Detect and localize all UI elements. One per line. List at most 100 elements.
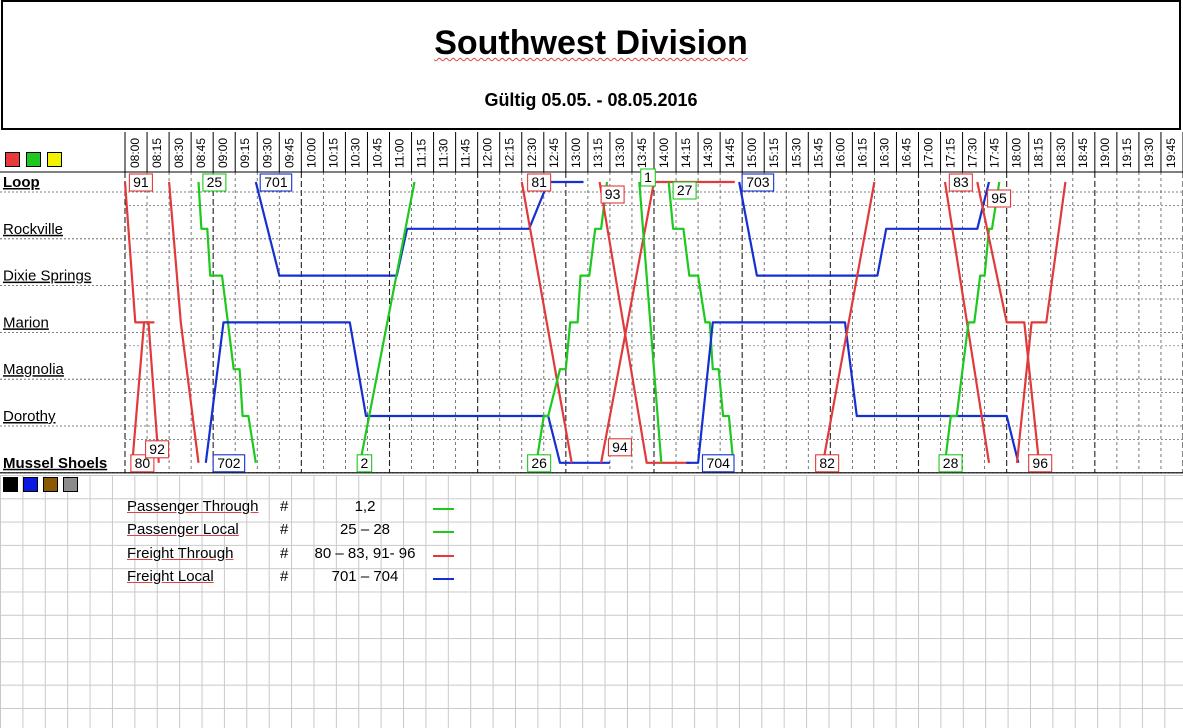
station-label: Dorothy [3,408,56,425]
train-line-96 [1015,181,1067,463]
train-line-2 [359,181,416,464]
train-label-702: 702 [212,454,246,473]
legend-label: Passenger Local [127,521,239,539]
station-label: Magnolia [3,361,65,378]
station-label: Loop [3,174,40,191]
train-line-82 [821,181,876,463]
legend-numbers: 25 – 28 [339,521,391,539]
train-label-box [938,454,963,473]
train-label-text: 701 [264,174,288,190]
train-label-box [701,454,735,473]
train-label-92: 92 [145,440,170,459]
train-label-box [130,454,155,473]
x-tick-label: 18:15 [1032,138,1046,168]
title-box: Southwest Division Gültig 05.05. - 08.05… [1,0,1181,130]
train-line-93 [598,181,691,464]
train-label-text: 27 [677,182,693,198]
train-label-box [607,438,632,457]
train-label-text: 2 [361,455,369,471]
train-label-95: 95 [987,189,1012,208]
train-label-text: 81 [531,174,547,190]
train-line-704 [686,321,1020,464]
legend-hash: # [280,544,289,562]
x-tick-label: 10:30 [348,138,362,168]
train-label-text: 96 [1032,455,1048,471]
train-label-93: 93 [600,185,625,204]
x-tick-label: 17:45 [988,138,1002,168]
page-title: Southwest Division [3,24,1179,63]
x-tick-label: 19:45 [1164,138,1178,168]
x-tick-label: 10:00 [304,138,318,168]
train-label-text: 92 [149,441,165,457]
legend-line [433,577,454,580]
train-label-box [987,189,1012,208]
color-swatch [3,477,18,492]
x-tick-label: 15:15 [767,138,781,168]
x-tick-label: 08:15 [150,138,164,168]
train-line-81 [520,181,573,463]
train-label-text: 91 [133,174,149,190]
legend-numbers: 80 – 83, 91- 96 [314,544,416,562]
x-tick-label: 08:00 [128,138,142,168]
color-swatch [43,477,58,492]
train-label-25: 25 [202,173,227,192]
x-tick-label: 17:15 [944,138,958,168]
train-label-94: 94 [607,438,632,457]
train-line-702 [204,321,610,464]
x-tick-label: 13:30 [613,138,627,168]
color-swatch [26,152,41,167]
legend-label: Freight Local [127,567,214,585]
train-label-box [948,173,973,192]
title-text: Southwest Division [434,24,748,62]
x-tick-label: 09:15 [238,138,252,168]
train-label-83: 83 [948,173,973,192]
train-label-703: 703 [741,173,775,192]
x-tick-label: 10:15 [326,138,340,168]
train-line-703 [738,181,991,277]
x-tick-label: 11:30 [437,139,451,168]
x-tick-label: 16:15 [855,138,869,168]
train-label-91: 91 [128,173,153,192]
train-label-box [527,454,552,473]
train-label-text: 80 [135,455,151,471]
train-label-box [640,168,656,187]
train-line-701 [254,180,584,277]
train-label-96: 96 [1028,454,1053,473]
x-tick-label: 15:30 [789,138,803,168]
x-tick-label: 14:15 [679,138,693,168]
train-label-box [1028,454,1053,473]
train-label-704: 704 [701,454,735,473]
train-label-box [741,173,775,192]
x-tick-label: 18:00 [1010,138,1024,168]
x-tick-label: 15:00 [745,138,759,168]
x-tick-label: 13:00 [569,138,583,168]
train-line-83 [943,181,991,463]
page-subtitle: Gültig 05.05. - 08.05.2016 [484,90,698,110]
train-label-box [145,440,170,459]
train-line-95 [976,181,1041,463]
x-tick-label: 18:30 [1054,138,1068,168]
train-label-box [212,454,246,473]
color-swatch [47,152,62,167]
x-tick-label: 11:45 [459,139,473,168]
train-line-91 [123,181,160,463]
legend-line [433,554,454,557]
train-line-92 [168,181,200,463]
x-tick-label: 12:15 [503,138,517,168]
x-tick-label: 09:45 [282,138,296,168]
train-line-80 [131,321,155,463]
x-tick-label: 14:00 [657,138,671,168]
legend-numbers: 701 – 704 [331,567,399,585]
x-tick-label: 19:15 [1120,138,1134,168]
x-tick-label: 19:00 [1098,138,1112,168]
x-tick-label: 09:30 [260,138,274,168]
x-tick-label: 15:45 [811,138,825,168]
x-tick-label: 16:00 [833,138,847,168]
train-label-81: 81 [527,173,552,192]
legend-hash: # [280,521,289,539]
train-label-80: 80 [130,454,155,473]
train-label-box [600,185,625,204]
x-tick-label: 16:30 [877,138,891,168]
x-tick-label: 18:45 [1076,138,1090,168]
x-tick-label: 17:00 [922,138,936,168]
